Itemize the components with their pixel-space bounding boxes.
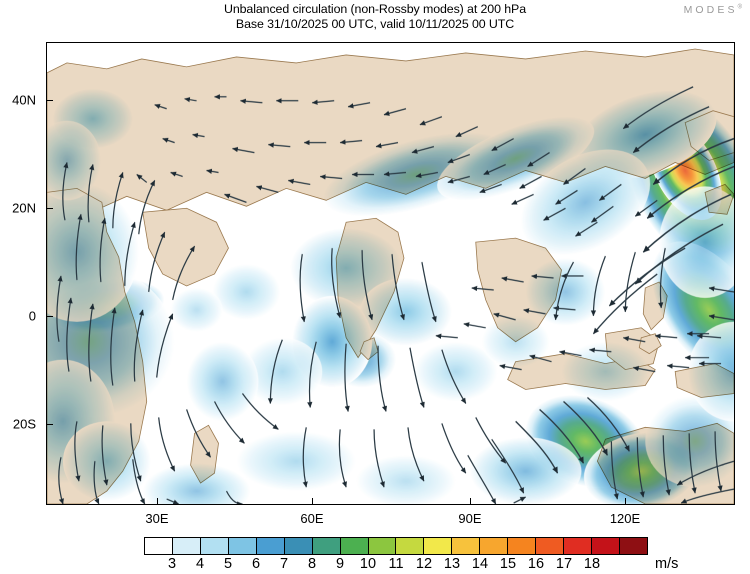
map-plot-area <box>46 42 735 505</box>
colorbar-swatch-0 <box>145 538 173 554</box>
colorbar-tick-7: 7 <box>279 556 289 572</box>
chart-title: Unbalanced circulation (non-Rossby modes… <box>224 2 526 16</box>
colorbar-swatch-8 <box>368 538 397 554</box>
x-axis-tick-120E <box>625 498 627 505</box>
colorbar-swatch-15 <box>564 538 592 554</box>
registered-mark-icon: ® <box>737 4 742 11</box>
map-canvas <box>47 43 734 504</box>
colorbar-tick-12: 12 <box>415 556 433 572</box>
colorbar-tick-10: 10 <box>359 556 377 572</box>
y-axis-label-20N: 20N <box>12 200 36 216</box>
wind-vectors <box>56 86 734 504</box>
x-axis-label-120E: 120E <box>609 511 641 526</box>
colorbar-tick-13: 13 <box>443 556 461 572</box>
colorbar-tick-16: 16 <box>527 556 545 572</box>
colorbar-tick-11: 11 <box>388 556 404 572</box>
colorbar-swatch-11 <box>452 538 481 554</box>
chart-subtitle: Base 31/10/2025 00 UTC, valid 10/11/2025… <box>235 17 515 31</box>
y-axis-tick-20S <box>46 424 53 426</box>
x-axis-label-90E: 90E <box>458 511 482 526</box>
y-axis-tick-0 <box>46 316 53 318</box>
colorbar-tick-3: 3 <box>167 556 177 572</box>
colorbar <box>144 537 648 555</box>
colorbar-tick-9: 9 <box>335 556 345 572</box>
colorbar-swatch-1 <box>172 538 201 554</box>
colorbar-swatch-14 <box>536 538 565 554</box>
modes-logo: MODES® <box>684 4 742 16</box>
colorbar-tick-4: 4 <box>195 556 205 572</box>
y-axis-label-0: 0 <box>28 308 36 324</box>
colorbar-tick-18: 18 <box>583 556 601 572</box>
colorbar-tick-14: 14 <box>471 556 489 572</box>
colorbar-tick-6: 6 <box>251 556 261 572</box>
colorbar-swatch-13 <box>508 538 537 554</box>
colorbar-tick-5: 5 <box>223 556 233 572</box>
colorbar-swatches <box>144 537 648 555</box>
colorbar-unit-label: m/s <box>655 556 679 572</box>
x-axis-label-30E: 30E <box>145 511 169 526</box>
colorbar-tick-8: 8 <box>307 556 317 572</box>
colorbar-swatch-6 <box>312 538 341 554</box>
colorbar-swatch-3 <box>228 538 257 554</box>
speed-shading <box>47 88 734 504</box>
x-axis-tick-90E <box>470 498 472 505</box>
y-axis-tick-20N <box>46 208 53 210</box>
colorbar-swatch-4 <box>256 538 285 554</box>
colorbar-swatch-12 <box>480 538 509 554</box>
colorbar-swatch-5 <box>284 538 313 554</box>
y-axis-label-40N: 40N <box>12 92 36 108</box>
x-axis-label-60E: 60E <box>300 511 324 526</box>
x-axis-tick-30E <box>157 498 159 505</box>
chart-title-block: Unbalanced circulation (non-Rossby modes… <box>0 2 750 32</box>
colorbar-swatch-16 <box>592 538 620 554</box>
y-axis-label-20S: 20S <box>12 416 36 432</box>
colorbar-swatch-10 <box>424 538 453 554</box>
x-axis-tick-60E <box>312 498 314 505</box>
modes-logo-text: MODES <box>683 4 738 16</box>
colorbar-tick-17: 17 <box>555 556 573 572</box>
y-axis-tick-40N <box>46 100 53 102</box>
colorbar-swatch-9 <box>396 538 425 554</box>
colorbar-swatch-2 <box>200 538 229 554</box>
colorbar-swatch-7 <box>340 538 369 554</box>
colorbar-swatch-17 <box>619 538 647 554</box>
colorbar-tick-15: 15 <box>499 556 517 572</box>
